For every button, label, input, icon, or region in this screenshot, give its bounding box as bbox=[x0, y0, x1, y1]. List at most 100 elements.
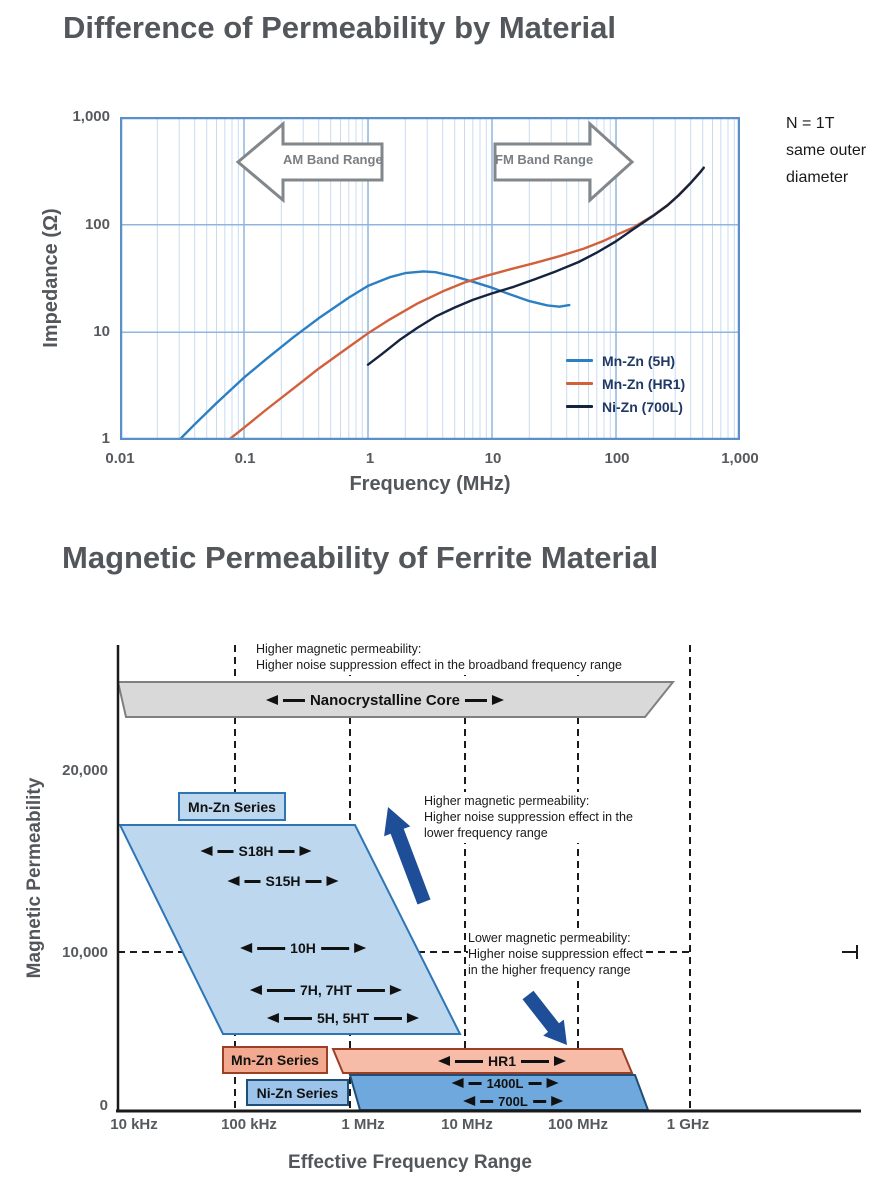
range-arrow-s15h: S15H bbox=[227, 871, 339, 891]
range-arrow-700l: 700L bbox=[463, 1091, 563, 1111]
side-note: N = 1T same outer diameter bbox=[786, 110, 866, 191]
legend-swatch-5h bbox=[566, 359, 593, 362]
x-tick-1000: 1,000 bbox=[721, 450, 759, 467]
side-note-line1: N = 1T bbox=[786, 115, 835, 132]
annotation-lower-frequency-line3: lower frequency range bbox=[424, 826, 548, 840]
arrow-shaft bbox=[244, 879, 261, 883]
arrow-shaft bbox=[217, 849, 234, 853]
y-tick-10000: 10,000 bbox=[62, 944, 108, 961]
legend-label-700l: Ni-Zn (700L) bbox=[602, 398, 683, 415]
x-tick-100khz: 100 kHz bbox=[221, 1116, 277, 1133]
s15h-label: S15H bbox=[265, 873, 301, 889]
arrow-left-icon bbox=[463, 1096, 476, 1106]
y-tick-100: 100 bbox=[84, 216, 110, 233]
arrow-left-icon bbox=[266, 1013, 279, 1023]
arrow-shaft bbox=[532, 1099, 546, 1103]
y-tick-1000: 1,000 bbox=[72, 108, 110, 125]
mnzn-series-box-salmon-label: Mn-Zn Series bbox=[231, 1052, 319, 1068]
annotation-higher-frequency-line3: in the higher frequency range bbox=[468, 963, 631, 977]
arrow-right-icon bbox=[550, 1096, 563, 1106]
x-tick-0-1: 0.1 bbox=[234, 450, 256, 467]
arrow-shaft bbox=[454, 1059, 483, 1063]
fm-band-arrow-shape bbox=[493, 120, 635, 204]
legend-row-hr1: Mn-Zn (HR1) bbox=[566, 372, 685, 395]
arrow-right-icon bbox=[390, 985, 403, 995]
arrow-left-icon bbox=[437, 1056, 450, 1066]
side-note-line2: same outer bbox=[786, 142, 867, 159]
arrow-left-icon bbox=[227, 876, 240, 886]
annotation-lower-frequency: Higher magnetic permeability: Higher noi… bbox=[424, 792, 636, 843]
nizn-series-box-label: Ni-Zn Series bbox=[256, 1084, 339, 1101]
x-tick-1mhz: 1 MHz bbox=[341, 1116, 385, 1133]
annotation-lower-frequency-line1: Higher magnetic permeability: bbox=[424, 794, 590, 808]
x-tick-1: 1 bbox=[365, 450, 375, 467]
range-arrow-5h-5ht: 5H, 5HT bbox=[266, 1008, 420, 1028]
legend-label-hr1: Mn-Zn (HR1) bbox=[602, 375, 686, 392]
annotation-higher-frequency-line1: Lower magnetic permeability: bbox=[468, 931, 631, 945]
annotation-lower-frequency-line2: Higher noise suppression effect in the bbox=[424, 810, 633, 824]
section1-title: Difference of Permeability by Material bbox=[63, 10, 617, 45]
section2-title: Magnetic Permeability of Ferrite Materia… bbox=[62, 540, 659, 575]
range-arrow-s18h: S18H bbox=[200, 841, 312, 861]
x-axis-title-effective-frequency: Effective Frequency Range bbox=[288, 1152, 532, 1173]
nanocrystalline-label: Nanocrystalline Core bbox=[309, 691, 461, 709]
range-arrow-hr1: HR1 bbox=[437, 1051, 567, 1071]
am-band-arrow-shape bbox=[235, 120, 384, 204]
arrow-shaft bbox=[528, 1081, 542, 1085]
hr1-label: HR1 bbox=[487, 1053, 517, 1069]
y-axis-title-impedance: Impedance (Ω) bbox=[40, 208, 62, 348]
arrow-shaft bbox=[266, 988, 295, 992]
700l-label: 700L bbox=[498, 1093, 528, 1109]
arrow-left-icon bbox=[240, 943, 253, 953]
x-tick-10mhz: 10 MHz bbox=[441, 1116, 493, 1133]
range-arrow-7h-7ht: 7H, 7HT bbox=[249, 980, 403, 1000]
legend-row-5h: Mn-Zn (5H) bbox=[566, 349, 685, 372]
annotation-higher-frequency-line2: Higher noise suppression effect bbox=[468, 947, 643, 961]
7h-7ht-label: 7H, 7HT bbox=[299, 982, 353, 998]
arrow-shaft bbox=[305, 879, 322, 883]
x-axis-title-frequency: Frequency (MHz) bbox=[349, 473, 511, 495]
x-tick-0-01: 0.01 bbox=[105, 450, 135, 467]
arrow-shaft bbox=[480, 1099, 494, 1103]
y-axis-title-magnetic-permeability: Magnetic Permeability bbox=[24, 777, 45, 979]
y-tick-20000: 20,000 bbox=[62, 762, 108, 779]
arrow-shaft bbox=[374, 1016, 403, 1020]
y-tick-1: 1 bbox=[101, 430, 110, 447]
range-arrow-nanocrystalline: Nanocrystalline Core bbox=[265, 690, 505, 710]
legend-label-5h: Mn-Zn (5H) bbox=[602, 352, 676, 369]
x-tick-10khz: 10 kHz bbox=[110, 1116, 158, 1133]
legend-swatch-hr1 bbox=[566, 382, 593, 385]
range-arrow-1400l: 1400L bbox=[451, 1073, 559, 1093]
x-tick-100mhz: 100 MHz bbox=[547, 1116, 609, 1133]
arrow-shaft bbox=[320, 946, 349, 950]
plot-frame bbox=[120, 117, 740, 440]
arrow-left-icon bbox=[451, 1078, 464, 1088]
arrow-left-icon bbox=[265, 695, 278, 705]
mnzn-series-box-salmon: Mn-Zn Series bbox=[222, 1046, 328, 1074]
arrow-left-icon bbox=[249, 985, 262, 995]
arrow-shaft bbox=[357, 988, 386, 992]
5h-5ht-label: 5H, 5HT bbox=[316, 1010, 370, 1026]
legend-row-700l: Ni-Zn (700L) bbox=[566, 395, 685, 418]
1400l-label: 1400L bbox=[486, 1075, 524, 1091]
side-note-line3: diameter bbox=[786, 169, 849, 186]
arrow-left-icon bbox=[200, 846, 213, 856]
arrow-right-icon bbox=[353, 943, 366, 953]
arrow-shaft bbox=[282, 698, 305, 702]
legend-swatch-700l bbox=[566, 405, 593, 408]
s18h-label: S18H bbox=[238, 843, 274, 859]
am-band-label: AM Band Range bbox=[283, 152, 383, 167]
fm-band-label: FM Band Range bbox=[495, 152, 594, 167]
10h-label: 10H bbox=[290, 940, 316, 956]
range-arrow-10h: 10H bbox=[240, 938, 366, 958]
annotation-broadband-line1: Higher magnetic permeability: bbox=[256, 642, 422, 656]
legend: Mn-Zn (5H) Mn-Zn (HR1) Ni-Zn (700L) bbox=[566, 349, 685, 418]
impedance-chart-plot bbox=[120, 117, 740, 440]
x-tick-10: 10 bbox=[484, 450, 502, 467]
arrow-shaft bbox=[521, 1059, 550, 1063]
curves-layer bbox=[178, 166, 705, 440]
y-tick-0: 0 bbox=[99, 1097, 108, 1114]
arrow-right-icon bbox=[554, 1056, 567, 1066]
arrow-shaft bbox=[257, 946, 286, 950]
